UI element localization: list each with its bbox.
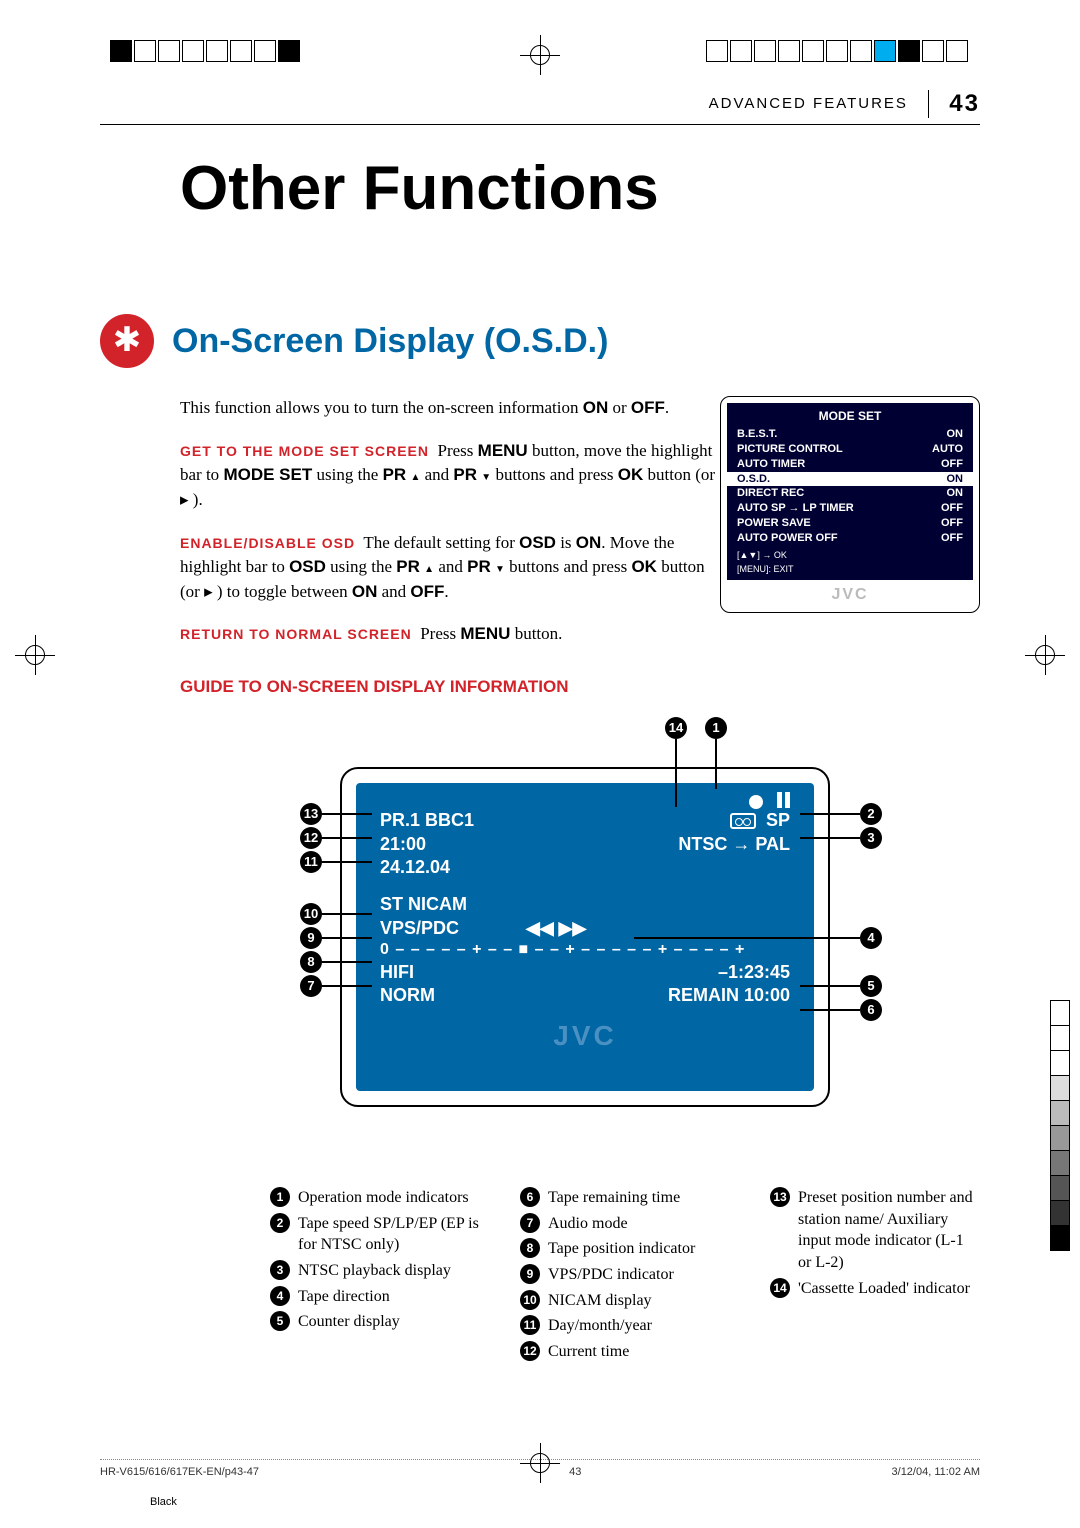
callout-5: 5 <box>860 975 882 997</box>
callout-8: 8 <box>300 951 322 973</box>
footer-mid: 43 <box>569 1466 581 1478</box>
osd-diagram: 14 1 13 12 11 10 9 8 7 2 3 4 5 6 <box>180 717 980 1157</box>
legend-item: 6 Tape remaining time <box>520 1187 730 1209</box>
legend-item: 1 Operation mode indicators <box>270 1187 480 1209</box>
page-number: 43 <box>949 90 980 117</box>
guide-title: GUIDE TO ON-SCREEN DISPLAY INFORMATION <box>180 677 980 697</box>
legend-text: NTSC playback display <box>298 1260 451 1282</box>
legend-num: 1 <box>270 1187 290 1207</box>
legend: 1 Operation mode indicators 2 Tape speed SP… <box>270 1187 980 1366</box>
registration-mark-bottom-icon <box>525 1448 555 1478</box>
legend-item: 4 Tape direction <box>270 1286 480 1308</box>
legend-num: 14 <box>770 1278 790 1298</box>
legend-num: 5 <box>270 1311 290 1331</box>
legend-text: Operation mode indicators <box>298 1187 469 1209</box>
tape-direction-icon: ◀◀ ▶▶ <box>526 917 586 940</box>
jvc-logo-icon: JVC <box>727 580 973 606</box>
legend-num: 11 <box>520 1315 540 1335</box>
legend-item: 5 Counter display <box>270 1311 480 1333</box>
legend-num: 3 <box>270 1260 290 1280</box>
legend-item: 12 Current time <box>520 1341 730 1363</box>
side-pattern <box>1050 1000 1070 1250</box>
legend-text: Audio mode <box>548 1213 628 1235</box>
section-heading: On-Screen Display (O.S.D.) <box>172 322 608 361</box>
step-2: ENABLE/DISABLE OSD The default setting f… <box>180 531 720 605</box>
callout-7: 7 <box>300 975 322 997</box>
legend-num: 6 <box>520 1187 540 1207</box>
legend-text: VPS/PDC indicator <box>548 1264 674 1286</box>
legend-text: NICAM display <box>548 1290 652 1312</box>
legend-item: 14 'Cassette Loaded' indicator <box>770 1278 980 1300</box>
top-status-icons <box>749 791 790 813</box>
black-label: Black <box>150 1496 177 1508</box>
callout-10: 10 <box>300 903 322 925</box>
callout-1: 1 <box>705 717 727 739</box>
legend-item: 2 Tape speed SP/LP/EP (EP is for NTSC onl… <box>270 1213 480 1256</box>
star-icon: ✱ <box>100 314 154 368</box>
legend-text: Tape position indicator <box>548 1238 695 1260</box>
legend-num: 8 <box>520 1238 540 1258</box>
legend-text: 'Cassette Loaded' indicator <box>798 1278 970 1300</box>
callout-12: 12 <box>300 827 322 849</box>
record-icon <box>749 795 763 809</box>
callout-13: 13 <box>300 803 322 825</box>
header-bar: ADVANCED FEATURES 43 <box>100 90 980 125</box>
footer-right: 3/12/04, 11:02 AM <box>892 1466 980 1478</box>
legend-text: Counter display <box>298 1311 400 1333</box>
page-title: Other Functions <box>180 153 980 224</box>
mode-set-title: MODE SET <box>737 409 963 423</box>
legend-text: Day/month/year <box>548 1315 652 1337</box>
jvc-logo-tv-icon: JVC <box>380 1020 790 1052</box>
section-heading-row: ✱ On-Screen Display (O.S.D.) <box>100 314 980 368</box>
registration-mark-right-icon <box>1030 640 1060 670</box>
callout-6: 6 <box>860 999 882 1021</box>
callout-3: 3 <box>860 827 882 849</box>
legend-text: Current time <box>548 1341 629 1363</box>
registration-mark-icon <box>525 40 555 70</box>
legend-num: 10 <box>520 1290 540 1310</box>
legend-item: 3 NTSC playback display <box>270 1260 480 1282</box>
legend-num: 4 <box>270 1286 290 1306</box>
legend-item: 10 NICAM display <box>520 1290 730 1312</box>
crop-marks-top <box>0 40 1080 80</box>
legend-text: Tape direction <box>298 1286 390 1308</box>
legend-item: 11 Day/month/year <box>520 1315 730 1337</box>
mode-set-screen: MODE SET B.E.S.T.ON PICTURE CONTROLAUTO … <box>720 396 980 613</box>
legend-num: 7 <box>520 1213 540 1233</box>
legend-text: Tape speed SP/LP/EP (EP is for NTSC only… <box>298 1213 480 1256</box>
intro-text: This function allows you to turn the on-… <box>180 396 720 421</box>
legend-text: Preset position number and station name/… <box>798 1187 980 1273</box>
callout-14: 14 <box>665 717 687 739</box>
legend-item: 13 Preset position number and station nam… <box>770 1187 980 1273</box>
legend-item: 9 VPS/PDC indicator <box>520 1264 730 1286</box>
callout-11: 11 <box>300 851 322 873</box>
callout-9: 9 <box>300 927 322 949</box>
callout-4: 4 <box>860 927 882 949</box>
cassette-icon <box>730 813 756 829</box>
pause-icon <box>774 792 790 813</box>
legend-item: 7 Audio mode <box>520 1213 730 1235</box>
step-3: RETURN TO NORMAL SCREEN Press MENU butto… <box>180 622 720 647</box>
legend-text: Tape remaining time <box>548 1187 680 1209</box>
section-label: ADVANCED FEATURES <box>709 95 908 112</box>
legend-num: 12 <box>520 1341 540 1361</box>
footer-left: HR-V615/616/617EK-EN/p43-47 <box>100 1466 259 1478</box>
callout-2: 2 <box>860 803 882 825</box>
registration-mark-left-icon <box>20 640 50 670</box>
legend-num: 13 <box>770 1187 790 1207</box>
legend-item: 8 Tape position indicator <box>520 1238 730 1260</box>
legend-num: 9 <box>520 1264 540 1284</box>
legend-num: 2 <box>270 1213 290 1233</box>
step-1: GET TO THE MODE SET SCREEN Press MENU bu… <box>180 439 720 513</box>
